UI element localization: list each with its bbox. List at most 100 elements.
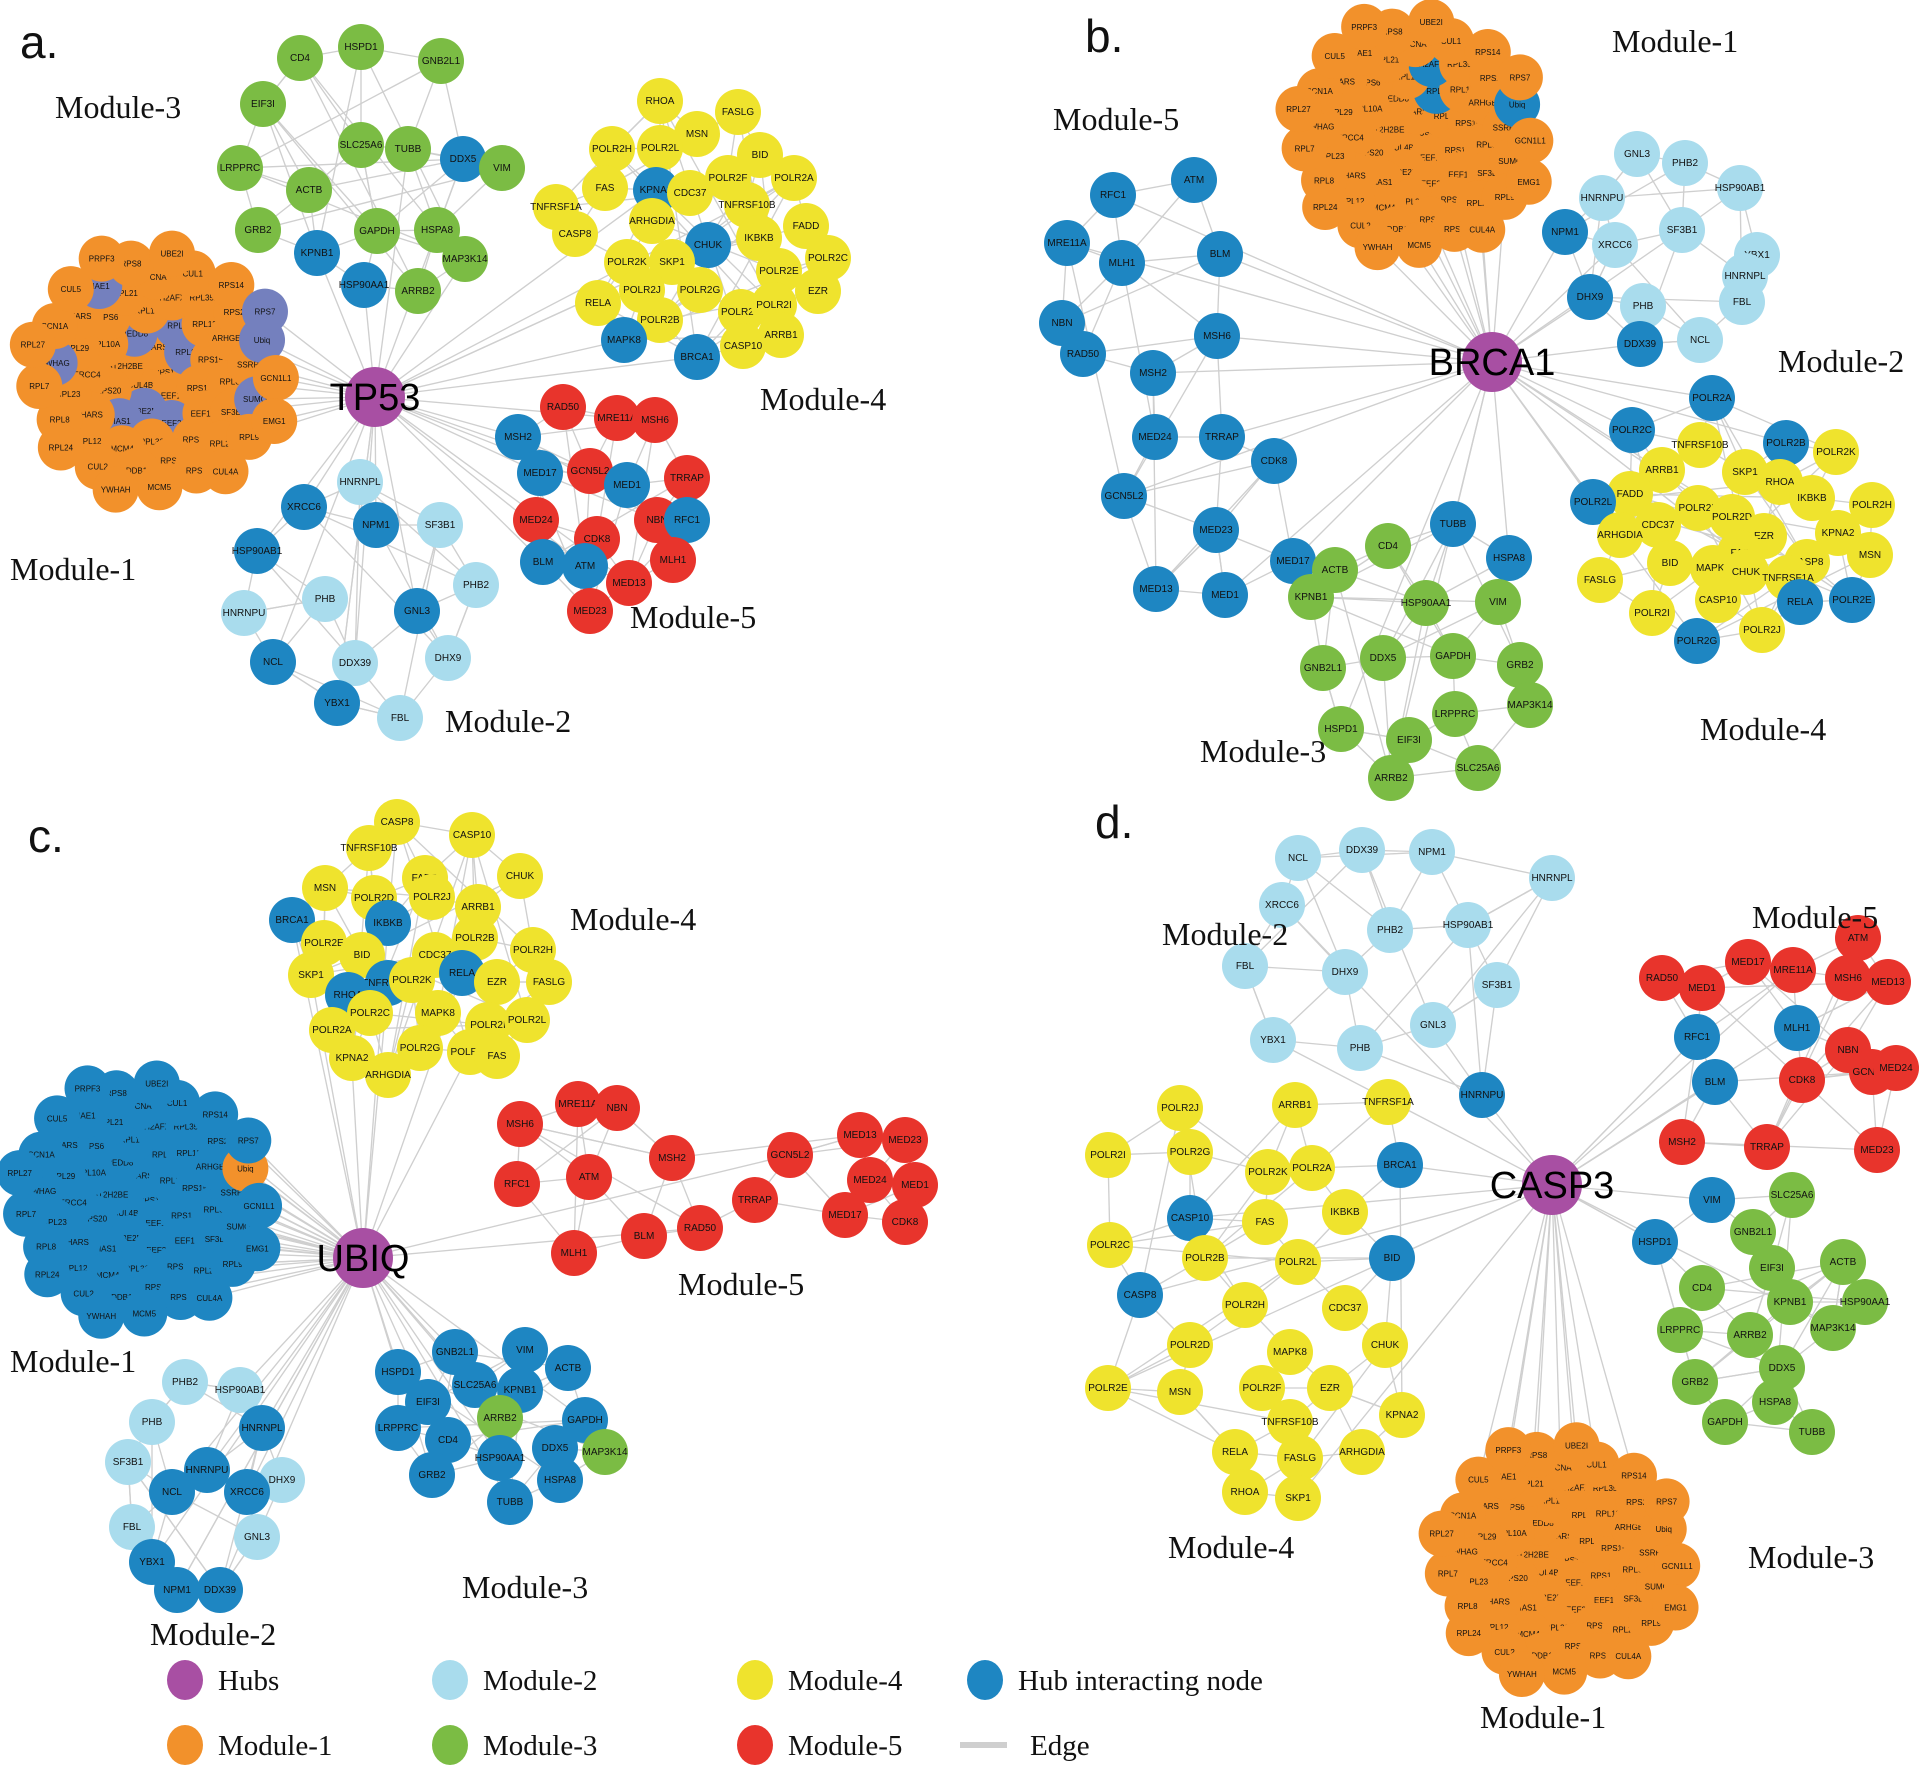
node-GRB2[interactable]: GRB2 [235,207,281,253]
node-circle-POLR2H[interactable] [1222,1282,1268,1328]
node-circle-BID[interactable] [1369,1235,1415,1281]
node-circle-SF3B1[interactable] [1659,207,1705,253]
node-CUL4A[interactable]: CUL4A [1459,206,1506,253]
node-RAD50[interactable]: RAD50 [677,1205,723,1251]
node-ARRB2[interactable]: ARRB2 [1727,1312,1773,1358]
node-circle-CDK8[interactable] [1779,1057,1825,1103]
node-circle-DDX5[interactable] [1360,635,1406,681]
node-circle-UBE2I[interactable] [133,1060,180,1107]
node-RAD50[interactable]: RAD50 [540,384,586,430]
node-circle-POLR2C[interactable] [1087,1222,1133,1268]
node-PHB2[interactable]: PHB2 [1367,907,1413,953]
node-circle-MSH6[interactable] [497,1101,543,1147]
node-circle-POLR2L[interactable] [1275,1239,1321,1285]
node-circle-GNL3[interactable] [1614,131,1660,177]
node-circle-MED23[interactable] [1854,1127,1900,1173]
node-ATM[interactable]: ATM [566,1154,612,1200]
node-MED13[interactable]: MED13 [1133,566,1179,612]
node-MLH1[interactable]: MLH1 [650,537,696,583]
hub-CASP3[interactable]: CASP3 [1490,1155,1615,1215]
node-YBX1[interactable]: YBX1 [314,680,360,726]
node-circle-IKBKB[interactable] [365,900,411,946]
node-circle-MSH2[interactable] [495,414,541,460]
node-circle-XRCC6[interactable] [1259,882,1305,928]
node-MCM5[interactable]: MCM5 [1396,221,1443,268]
node-RPL7[interactable]: RPL7 [1281,125,1328,172]
node-PHB2[interactable]: PHB2 [162,1359,208,1405]
node-circle-ACTB[interactable] [1820,1239,1866,1285]
node-circle-POLR2L[interactable] [504,997,550,1043]
node-circle-KPNA2[interactable] [329,1035,375,1081]
node-circle-GCN1L1[interactable] [236,1182,283,1229]
node-circle-BRCA1[interactable] [269,897,315,943]
node-circle-GRB2[interactable] [1497,642,1543,688]
node-circle-HSPA8[interactable] [537,1457,583,1503]
node-circle-GNB2L1[interactable] [418,38,464,84]
node-FAS[interactable]: FAS [474,1033,520,1079]
node-circle-RELA[interactable] [1777,579,1823,625]
node-circle-BID[interactable] [737,132,783,178]
node-circle-CUL4A[interactable] [202,448,249,495]
node-LRPPRC[interactable]: LRPPRC [217,145,263,191]
node-circle-CUL5[interactable] [47,266,94,313]
node-circle-CUL4A[interactable] [1605,1633,1652,1680]
node-circle-TUBB[interactable] [1430,501,1476,547]
node-circle-POLR2E[interactable] [756,248,802,294]
node-FBL[interactable]: FBL [1719,279,1765,325]
node-TUBB[interactable]: TUBB [1789,1409,1835,1455]
node-circle-SLC25A6[interactable] [1769,1172,1815,1218]
node-circle-RFC1[interactable] [1090,172,1136,218]
node-circle-CDC37[interactable] [667,170,713,216]
node-POLR2H[interactable]: POLR2H [589,126,635,172]
node-CDC37[interactable]: CDC37 [667,170,713,216]
node-circle-GNL3[interactable] [1410,1002,1456,1048]
node-ARHGDIA[interactable]: ARHGDIA [365,1052,411,1098]
node-circle-FADD[interactable] [1607,471,1653,517]
node-HNRNPL[interactable]: HNRNPL [1529,855,1575,901]
node-FASLG[interactable]: FASLG [715,89,761,135]
node-circle-XRCC6[interactable] [281,484,327,530]
node-circle-SF3B1[interactable] [417,502,463,548]
node-circle-MCM5[interactable] [121,1290,168,1337]
node-XRCC6[interactable]: XRCC6 [281,484,327,530]
node-BID[interactable]: BID [1647,540,1693,586]
node-circle-RPS14[interactable] [208,262,255,309]
node-circle-POLR2I[interactable] [1629,590,1675,636]
node-circle-BLM[interactable] [1692,1059,1738,1105]
node-circle-ARRB1[interactable] [758,312,804,358]
node-POLR2C[interactable]: POLR2C [1087,1222,1133,1268]
node-TRRAP[interactable]: TRRAP [732,1177,778,1223]
node-circle-FASLG[interactable] [526,959,572,1005]
node-circle-HNRNPU[interactable] [1579,175,1625,221]
node-circle-HSPA8[interactable] [414,207,460,253]
node-RFC1[interactable]: RFC1 [494,1161,540,1207]
node-circle-PHB[interactable] [129,1399,175,1445]
node-DDX39[interactable]: DDX39 [332,640,378,686]
node-GNB2L1[interactable]: GNB2L1 [418,38,464,84]
node-DDX5[interactable]: DDX5 [1360,635,1406,681]
node-circle-ARRB1[interactable] [1639,447,1685,493]
node-HSPA8[interactable]: HSPA8 [537,1457,583,1503]
node-GNL3[interactable]: GNL3 [1614,131,1660,177]
node-TUBB[interactable]: TUBB [487,1479,533,1525]
node-SLC25A6[interactable]: SLC25A6 [1769,1172,1815,1218]
node-circle-MED17[interactable] [517,450,563,496]
node-circle-YBX1[interactable] [1250,1017,1296,1063]
node-circle-ACTB[interactable] [545,1345,591,1391]
node-RHOA[interactable]: RHOA [1222,1469,1268,1515]
hub-circle-BRCA1[interactable] [1462,332,1522,392]
node-circle-HSP90AA1[interactable] [477,1435,523,1481]
node-circle-FADD[interactable] [783,203,829,249]
node-MLH1[interactable]: MLH1 [551,1230,597,1276]
node-MLH1[interactable]: MLH1 [1774,1005,1820,1051]
node-CASP10[interactable]: CASP10 [1695,577,1741,623]
node-UBE2I[interactable]: UBE2I [149,230,196,277]
node-YWHAH[interactable]: YWHAH [1354,224,1401,271]
node-circle-POLR2B[interactable] [452,915,498,961]
node-circle-POLR2K[interactable] [1813,429,1859,475]
node-circle-GNB2L1[interactable] [432,1329,478,1375]
node-circle-MED1[interactable] [1679,965,1725,1011]
node-circle-RPL27[interactable] [1418,1510,1465,1557]
node-circle-DDX39[interactable] [1617,321,1663,367]
node-GRB2[interactable]: GRB2 [1672,1359,1718,1405]
